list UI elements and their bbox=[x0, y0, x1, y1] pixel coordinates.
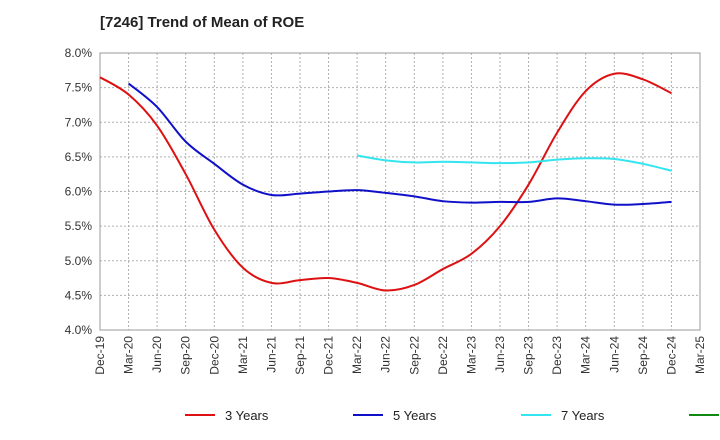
x-tick-label: Dec-23 bbox=[550, 336, 564, 375]
x-tick-label: Dec-22 bbox=[436, 336, 450, 375]
series-line-3-years bbox=[99, 72, 672, 292]
series-layer bbox=[99, 72, 672, 292]
x-tick-label: Dec-20 bbox=[207, 336, 221, 375]
x-axis-tick-labels: Dec-19 Mar-20 Jun-20 Sep-20 Dec-20 Mar-21 Jun-… bbox=[93, 336, 707, 375]
x-tick-label: Sep-22 bbox=[407, 336, 421, 375]
x-tick-label: Mar-23 bbox=[464, 336, 478, 374]
x-tick-label: Sep-24 bbox=[636, 336, 650, 375]
x-tick-label: Mar-21 bbox=[236, 336, 250, 374]
x-tick-label: Dec-24 bbox=[664, 336, 678, 375]
series-line-7-years bbox=[356, 154, 672, 172]
y-tick-label: 5.0% bbox=[65, 254, 93, 268]
legend-label-5-years: 5 Years bbox=[393, 408, 437, 423]
plot-frame bbox=[99, 52, 701, 331]
x-tick-label: Dec-21 bbox=[322, 336, 336, 375]
y-axis-tick-labels: 4.0% 4.5% 5.0% 5.5% 6.0% 6.5% 7.0% 7.5% 8.0% bbox=[65, 46, 93, 337]
y-tick-label: 7.5% bbox=[65, 81, 93, 95]
x-tick-label: Sep-20 bbox=[179, 336, 193, 375]
x-tick-label: Jun-20 bbox=[150, 336, 164, 373]
y-tick-label: 6.0% bbox=[65, 185, 93, 199]
x-tick-label: Dec-19 bbox=[93, 336, 107, 375]
chart-title: [7246] Trend of Mean of ROE bbox=[100, 14, 305, 31]
y-tick-label: 6.5% bbox=[65, 150, 93, 164]
y-tick-label: 4.0% bbox=[65, 323, 93, 337]
y-tick-label: 8.0% bbox=[65, 46, 93, 60]
x-tick-label: Jun-23 bbox=[493, 336, 507, 373]
legend-label-7-years: 7 Years bbox=[561, 408, 605, 423]
legend-label-3-years: 3 Years bbox=[225, 408, 269, 423]
x-tick-label: Jun-24 bbox=[607, 336, 621, 373]
series-line-5-years bbox=[127, 82, 672, 206]
x-tick-label: Jun-22 bbox=[379, 336, 393, 373]
x-tick-label: Mar-25 bbox=[693, 336, 707, 374]
x-tick-label: Jun-21 bbox=[264, 336, 278, 373]
y-tick-label: 5.5% bbox=[65, 219, 93, 233]
y-tick-label: 7.0% bbox=[65, 115, 93, 129]
y-tick-label: 4.5% bbox=[65, 288, 93, 302]
x-tick-label: Mar-22 bbox=[350, 336, 364, 374]
x-tick-label: Sep-23 bbox=[522, 336, 536, 375]
x-tick-label: Mar-20 bbox=[122, 336, 136, 374]
x-tick-label: Mar-24 bbox=[579, 336, 593, 374]
x-tick-label: Sep-21 bbox=[293, 336, 307, 375]
